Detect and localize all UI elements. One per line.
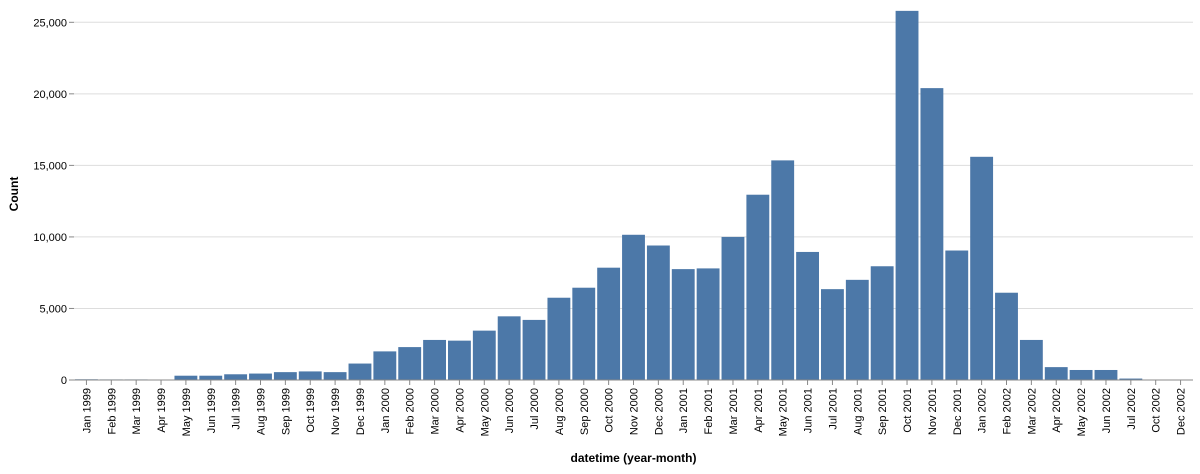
bar-jul-1999	[224, 374, 248, 380]
y-axis-title: Count	[7, 177, 21, 212]
bar-jul-2002	[1119, 378, 1143, 380]
bar-oct-1999	[298, 371, 322, 380]
bar-apr-2000	[448, 340, 471, 380]
x-tick-label: Aug 1999	[256, 388, 268, 435]
y-tick-label: 5,000	[39, 303, 67, 315]
y-tick-label: 20,000	[33, 89, 67, 101]
x-tick-label: Nov 1999	[330, 388, 342, 435]
bar-nov-2001	[920, 88, 944, 380]
x-tick-label: Jul 1999	[231, 388, 243, 430]
x-tick-label: Sep 2001	[877, 388, 889, 435]
x-tick-label: Jun 2002	[1101, 388, 1113, 433]
bar-jan-2001	[671, 269, 695, 380]
bar-may-2001	[771, 160, 795, 380]
bar-aug-2000	[547, 297, 571, 380]
bar-jul-2001	[821, 289, 844, 380]
x-tick-label: Dec 2001	[952, 388, 964, 435]
x-tick-label: Jul 2002	[1126, 388, 1138, 430]
bar-jun-2002	[1094, 369, 1118, 380]
x-tick-label: Jan 2002	[977, 388, 989, 433]
bar-jun-2000	[497, 316, 521, 380]
bar-nov-1999	[323, 372, 347, 380]
x-tick-label: Jul 2000	[529, 388, 541, 430]
x-tick-label: Mar 1999	[131, 388, 143, 434]
x-tick-label: May 2000	[479, 388, 491, 436]
x-tick-label: Mar 2001	[728, 388, 740, 434]
bar-apr-2001	[746, 194, 770, 380]
bar-may-2000	[472, 330, 496, 380]
bar-mar-2002	[1019, 339, 1043, 380]
y-tick-label: 10,000	[33, 232, 67, 244]
bar-feb-2002	[995, 292, 1018, 380]
x-tick-label: May 2001	[778, 388, 790, 436]
y-tick-label: 0	[61, 375, 67, 387]
x-tick-label: Nov 2000	[629, 388, 641, 435]
bar-feb-2001	[696, 268, 720, 380]
x-tick-label: Feb 1999	[106, 388, 118, 434]
x-tick-label: Mar 2000	[430, 388, 442, 434]
x-tick-label: Dec 2002	[1176, 388, 1188, 435]
bar-may-1999	[174, 375, 198, 380]
x-axis-ticks: Jan 1999 Feb 1999 Mar 1999 Apr 1999 May 1999…	[81, 380, 1188, 436]
bar-sep-1999	[273, 372, 297, 380]
x-tick-label: May 1999	[181, 388, 193, 436]
bar-jun-2001	[796, 251, 819, 380]
x-tick-label: Apr 1999	[156, 388, 168, 433]
bar-jan-2000	[373, 351, 397, 380]
bar-nov-2000	[622, 234, 645, 380]
x-tick-label: Jan 2000	[380, 388, 392, 433]
x-tick-label: Oct 1999	[305, 388, 317, 433]
x-tick-label: Oct 2002	[1151, 388, 1163, 433]
x-tick-label: Oct 2000	[604, 388, 616, 433]
y-axis-ticks: 0 5,000 10,000 15,000 20,000 25,000	[33, 17, 74, 387]
bar-jan-2002	[970, 156, 994, 380]
y-tick-label: 15,000	[33, 160, 67, 172]
bar-jun-1999	[199, 375, 223, 380]
x-tick-label: Mar 2002	[1026, 388, 1038, 434]
x-tick-label: Jun 2000	[504, 388, 516, 433]
x-tick-label: Aug 2001	[852, 388, 864, 435]
x-tick-label: Sep 1999	[280, 388, 292, 435]
bar-sep-2000	[572, 287, 596, 380]
bar-aug-1999	[249, 373, 272, 380]
x-tick-label: May 2002	[1076, 388, 1088, 436]
y-tick-label: 25,000	[33, 17, 67, 29]
bar-aug-2001	[845, 279, 869, 380]
x-tick-label: Jun 2001	[803, 388, 815, 433]
x-tick-label: Feb 2001	[703, 388, 715, 434]
bar-apr-2002	[1044, 367, 1068, 380]
bar-mar-2000	[423, 339, 446, 380]
x-tick-label: Jan 1999	[81, 388, 93, 433]
x-tick-label: Sep 2000	[579, 388, 591, 435]
bar-mar-2001	[721, 236, 745, 380]
x-tick-label: Feb 2002	[1002, 388, 1014, 434]
x-tick-label: Oct 2001	[902, 388, 914, 433]
x-tick-label: Dec 2000	[653, 388, 665, 435]
x-tick-label: Apr 2001	[753, 388, 765, 433]
bar-may-2002	[1069, 369, 1093, 380]
x-tick-label: Apr 2002	[1051, 388, 1063, 433]
x-tick-label: Jul 2001	[827, 388, 839, 430]
x-tick-label: Aug 2000	[554, 388, 566, 435]
x-axis-title: datetime (year-month)	[570, 451, 696, 465]
bar-oct-2000	[597, 267, 621, 380]
bar-dec-2001	[945, 250, 969, 380]
bar-jul-2000	[522, 319, 546, 380]
x-tick-label: Dec 1999	[355, 388, 367, 435]
x-tick-label: Jan 2001	[678, 388, 690, 433]
bar-oct-2001	[895, 10, 919, 380]
bar-dec-2000	[646, 245, 670, 380]
bar-sep-2001	[870, 266, 894, 380]
bar-feb-2000	[398, 347, 422, 380]
bars	[75, 10, 1192, 381]
x-tick-label: Nov 2001	[927, 388, 939, 435]
x-tick-label: Apr 2000	[454, 388, 466, 433]
x-tick-label: Feb 2000	[405, 388, 417, 434]
x-tick-label: Jun 1999	[206, 388, 218, 433]
bar-dec-1999	[348, 363, 372, 380]
